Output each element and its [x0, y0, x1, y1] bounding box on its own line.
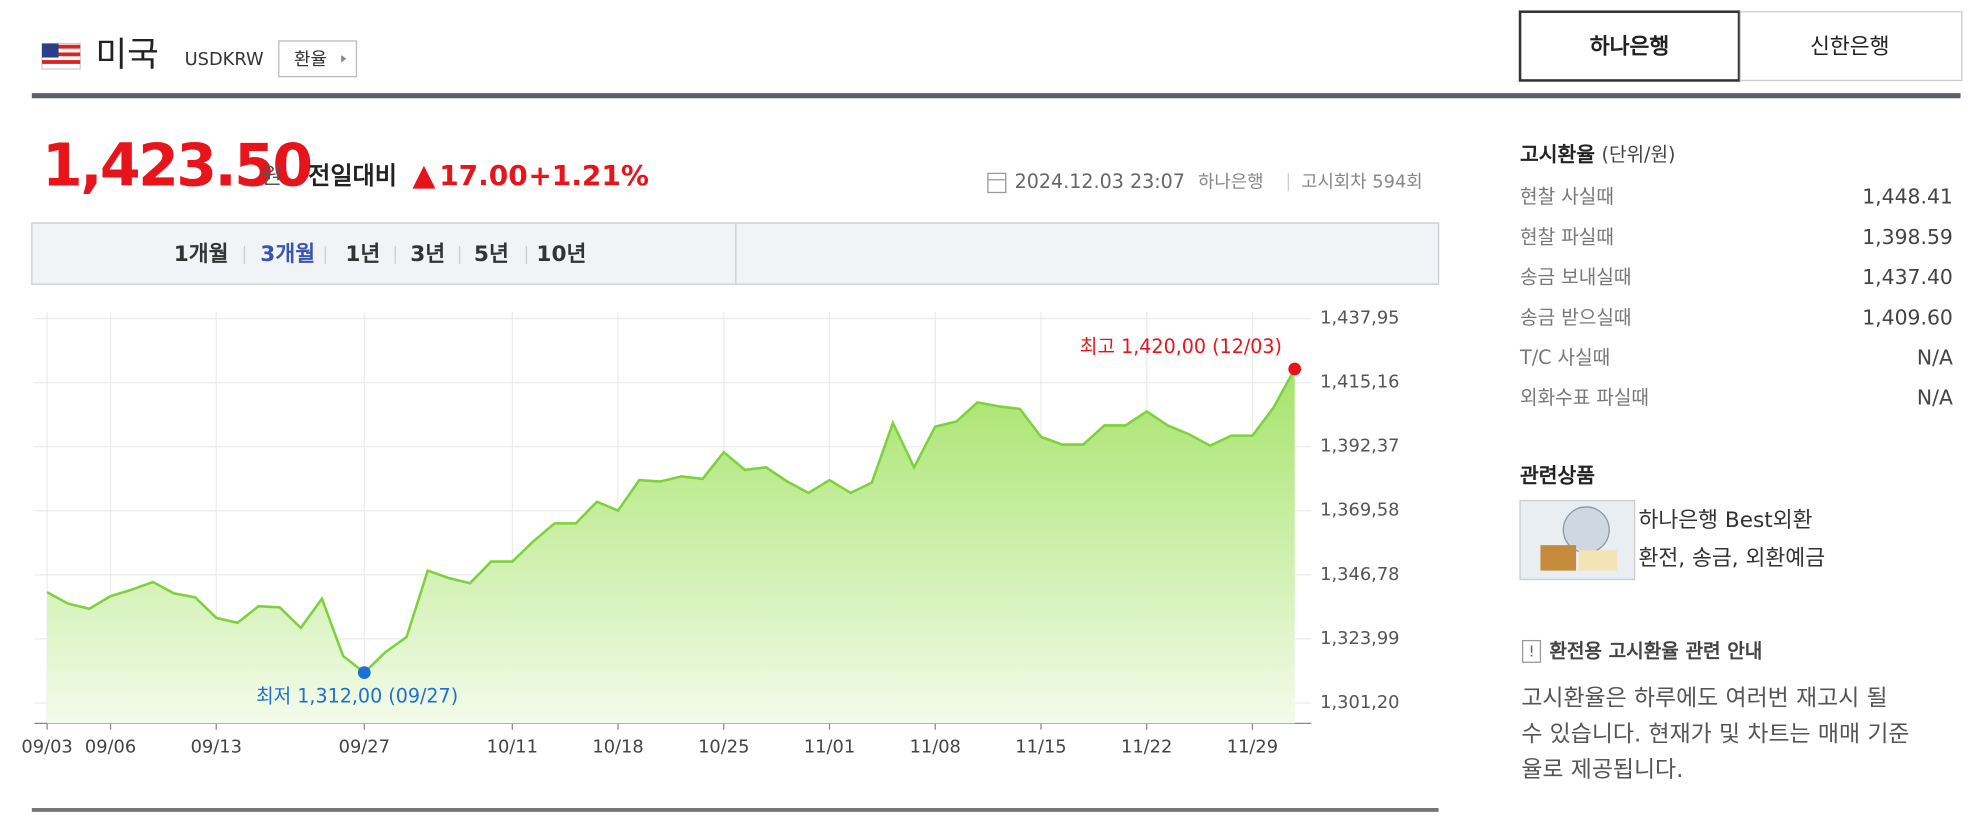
- meta-datetime: 2024.12.03 23:07: [1015, 170, 1185, 193]
- y-tick-label: 1,369,58: [1320, 500, 1399, 521]
- y-tick-label: 1,415,16: [1320, 372, 1399, 393]
- rate-value: N/A: [1917, 345, 1953, 369]
- button-arrow: [341, 54, 347, 63]
- notice-text: 율로 제공됩니다.: [1521, 757, 1683, 783]
- related-name[interactable]: 하나은행 Best외환: [1638, 508, 1812, 533]
- min-annotation: 최저 1,312,00 (09/27): [256, 684, 458, 707]
- x-tick-label: 09/06: [85, 737, 136, 758]
- max-annotation: 최고 1,420,00 (12/03): [1080, 335, 1282, 358]
- bank-tab[interactable]: [1518, 10, 1741, 82]
- x-tick-label: 09/13: [191, 737, 242, 758]
- rate-value: 1,398.59: [1862, 225, 1953, 249]
- y-tick-label: 1,301,20: [1320, 692, 1399, 713]
- price-unit: 원: [261, 164, 282, 190]
- bank-tab-label[interactable]: 신한은행: [1810, 34, 1890, 59]
- period-tab[interactable]: 3년: [410, 242, 445, 267]
- up-triangle: [412, 165, 436, 189]
- y-tick-label: 1,437,95: [1320, 308, 1399, 329]
- max-marker: [1288, 362, 1302, 376]
- related-desc: 환전, 송금, 외환예금: [1638, 546, 1825, 571]
- min-marker: [357, 666, 371, 679]
- x-tick-label: 10/18: [592, 737, 643, 758]
- rate-label: T/C 사실때: [1519, 346, 1610, 369]
- currency-code: USDKRW: [185, 49, 264, 70]
- y-tick-label: 1,392,37: [1320, 436, 1399, 457]
- x-tick-label: 11/22: [1121, 737, 1172, 758]
- meta-round: 고시회차 594회: [1301, 171, 1423, 192]
- country-name: 미국: [95, 35, 158, 75]
- meta-bank: 하나은행: [1198, 171, 1264, 192]
- period-tab[interactable]: 3개월: [260, 242, 315, 267]
- rates-unit: (단위/원): [1602, 143, 1676, 166]
- rate-value: 1,409.60: [1862, 305, 1953, 329]
- rate-value: 1,437.40: [1862, 265, 1953, 289]
- rate-label: 송금 보내실때: [1520, 266, 1631, 289]
- related-title: 관련상품: [1520, 463, 1595, 487]
- x-tick-label: 11/29: [1227, 737, 1278, 758]
- bank-tab-label[interactable]: 하나은행: [1590, 34, 1670, 59]
- rate-button-label[interactable]: 환율: [294, 49, 327, 70]
- x-tick-label: 10/25: [698, 737, 749, 758]
- change-pct: +1.21%: [528, 159, 649, 192]
- period-tab[interactable]: 1년: [345, 242, 380, 267]
- x-tick-label: 09/03: [21, 737, 72, 758]
- notice-icon: !: [1521, 639, 1542, 663]
- flag-icon: [41, 42, 81, 70]
- area: [47, 368, 1295, 724]
- svg-text:!: !: [1528, 643, 1534, 661]
- notice-text: 고시환율은 하루에도 여러번 재고시 될: [1521, 686, 1887, 712]
- x-tick-label: 11/08: [910, 737, 961, 758]
- rate-label: 현찰 사실때: [1520, 185, 1614, 208]
- period-tab[interactable]: 5년: [474, 242, 509, 267]
- rate-value: 1,448.41: [1862, 185, 1953, 209]
- rate-label: 외화수표 파실때: [1520, 386, 1649, 409]
- rate-label: 송금 받으실때: [1520, 306, 1631, 329]
- x-tick-label: 09/27: [339, 737, 390, 758]
- y-tick-label: 1,346,78: [1320, 564, 1399, 585]
- x-tick-label: 11/01: [804, 737, 855, 758]
- rate-label: 현찰 파실때: [1520, 225, 1614, 248]
- notice-title: 환전용 고시환율 관련 안내: [1549, 640, 1762, 663]
- product-image: [1519, 499, 1636, 581]
- change-label: 전일대비: [308, 162, 397, 190]
- change-value: 17.00: [439, 159, 528, 192]
- price-value: 1,423.50: [42, 132, 311, 200]
- bank-tab[interactable]: [1739, 11, 1963, 82]
- calendar-icon: [987, 172, 1007, 194]
- x-tick-label: 11/15: [1015, 737, 1066, 758]
- period-tab[interactable]: 1개월: [174, 242, 229, 267]
- period-tab[interactable]: 10년: [536, 242, 586, 267]
- notice-text: 수 있습니다. 현재가 및 차트는 매매 기준: [1521, 721, 1909, 747]
- x-tick-label: 10/11: [487, 737, 538, 758]
- y-tick-label: 1,323,99: [1320, 628, 1399, 649]
- line: [46, 368, 1296, 675]
- rate-value: N/A: [1917, 386, 1953, 410]
- rates-title: 고시환율: [1520, 143, 1595, 167]
